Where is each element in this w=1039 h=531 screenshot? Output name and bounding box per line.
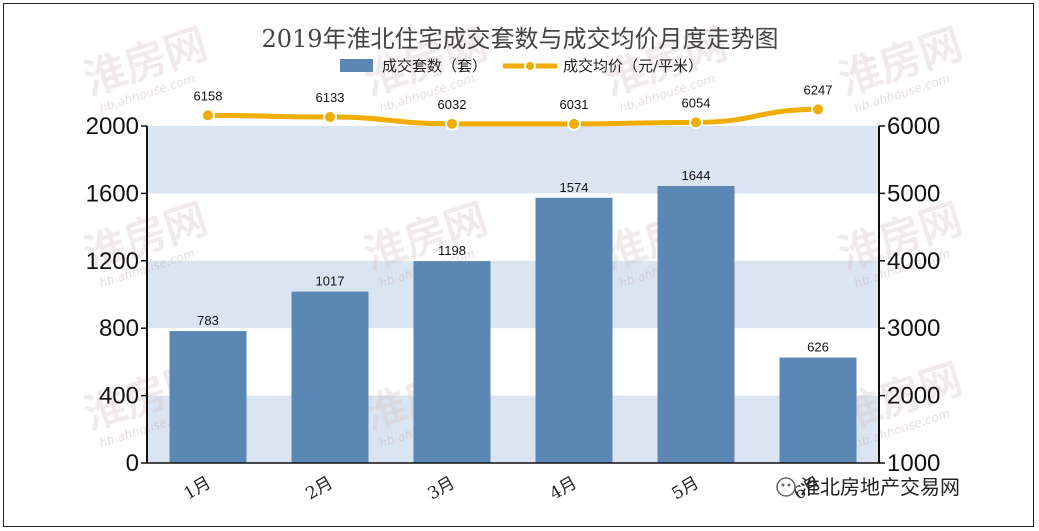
bar-value-label: 1574: [560, 180, 589, 195]
bar: [657, 185, 735, 463]
bar: [291, 291, 369, 463]
x-tick-label: 1月: [180, 473, 214, 504]
bar-value-label: 626: [807, 340, 829, 355]
y-right-tick-label: 2000: [887, 383, 940, 410]
y-right-tick-label: 1000: [887, 450, 940, 477]
legend-label-bar: 成交套数（套）: [382, 57, 487, 75]
bar: [779, 357, 857, 463]
y-right-tick-label: 3000: [887, 315, 940, 342]
x-tick-label: 3月: [424, 473, 458, 504]
price-point: [445, 116, 459, 131]
chart-title: 2019年淮北住宅成交套数与成交均价月度走势图: [261, 25, 778, 53]
y-left-tick-label: 800: [99, 315, 139, 342]
wechat-icon: [776, 477, 796, 497]
wechat-icon-eye: [781, 483, 785, 487]
brand-text: 淮北房地产交易网: [800, 475, 960, 499]
bar-value-label: 1644: [682, 168, 711, 183]
price-value-label: 6054: [682, 95, 711, 110]
legend-label-line: 成交均价（元/平米）: [563, 57, 703, 75]
grid-band: [147, 126, 879, 194]
y-left-tick-label: 400: [99, 383, 139, 410]
y-left-tick-label: 1600: [86, 180, 139, 207]
data-labels: 783 1017 1198 1574 1644 626 6158 6133 6032 6031 60…: [194, 82, 833, 354]
bar: [169, 331, 247, 463]
grid-band: [147, 395, 879, 463]
y-right-tick-label: 4000: [887, 248, 940, 275]
price-value-label: 6031: [560, 97, 589, 112]
price-point: [323, 110, 337, 125]
price-point: [689, 115, 703, 130]
y-left-tick-label: 1200: [86, 248, 139, 275]
legend-marker-line: [524, 60, 536, 72]
price-value-label: 6158: [194, 88, 223, 103]
price-value-label: 6032: [438, 97, 467, 112]
y-right-tick-label: 6000: [887, 113, 940, 140]
bar: [535, 197, 613, 463]
y-right-tick-label: 5000: [887, 180, 940, 207]
price-line: [205, 106, 821, 127]
bar-value-label: 1198: [438, 243, 466, 258]
price-value-label: 6133: [316, 90, 345, 105]
price-point: [201, 108, 215, 123]
x-tick-label: 5月: [668, 473, 702, 504]
brand-badge: 淮北房地产交易网: [776, 475, 960, 499]
x-tick-label: 2月: [302, 473, 336, 504]
grid-bands: [147, 126, 879, 463]
bar-value-label: 1017: [316, 274, 345, 289]
price-point: [811, 102, 825, 117]
legend: 成交套数（套） 成交均价（元/平米）: [340, 57, 703, 75]
bar-value-label: 783: [197, 313, 219, 328]
y-left-tick-label: 0: [126, 450, 139, 477]
y-left-tick-label: 2000: [86, 113, 139, 140]
bar-series: [169, 185, 857, 463]
grid-band: [147, 260, 879, 329]
x-tick-label: 4月: [546, 473, 580, 504]
price-value-label: 6247: [804, 82, 833, 97]
wechat-icon-eye2: [787, 483, 791, 487]
bar: [413, 261, 491, 463]
line-series: [201, 102, 825, 131]
price-point: [567, 116, 581, 131]
legend-swatch-bar: [340, 59, 373, 72]
